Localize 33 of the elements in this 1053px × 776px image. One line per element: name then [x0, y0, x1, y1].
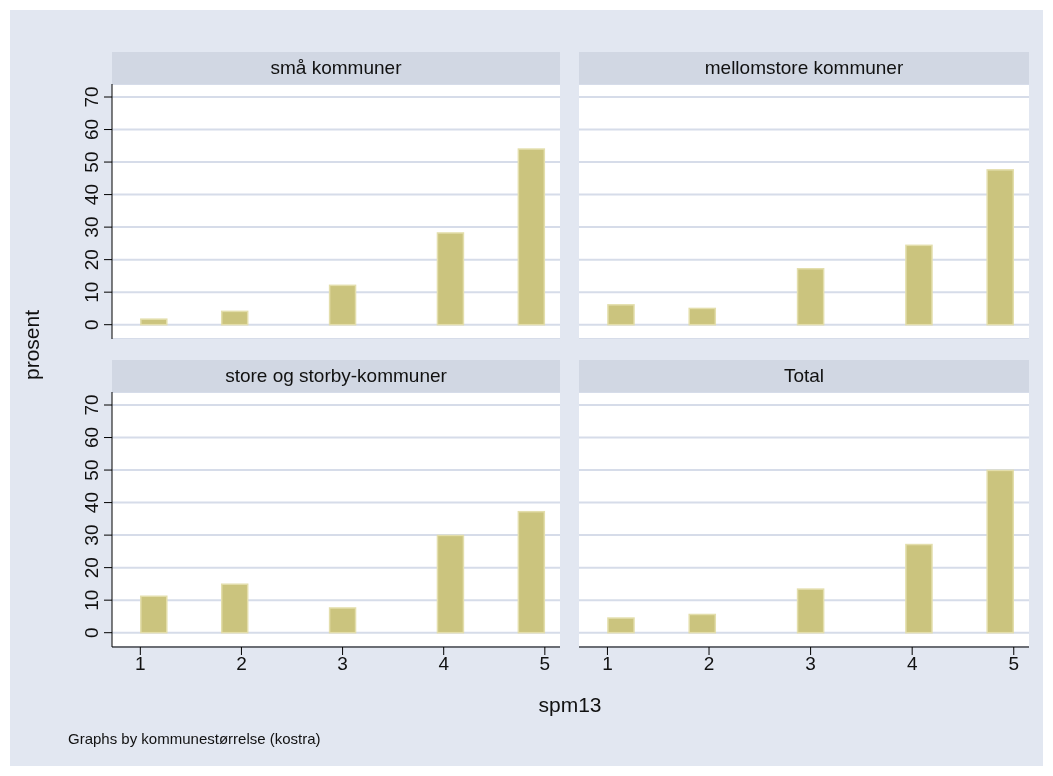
x-tick-label: 3: [805, 653, 816, 675]
y-tick-label: 0: [81, 627, 102, 638]
y-tick-label: 40: [81, 184, 102, 206]
x-tick-label: 1: [135, 653, 146, 675]
y-tick-label: 50: [81, 459, 102, 481]
x-tick-label: 2: [703, 653, 715, 675]
x-tick-label: 5: [1008, 653, 1020, 675]
y-tick-label: 50: [81, 151, 102, 173]
y-axis-title: prosent: [20, 309, 44, 381]
y-tick-label: 30: [81, 524, 102, 546]
y-tick-label: 60: [81, 118, 102, 141]
y-tick-label: 20: [81, 249, 102, 271]
x-tick-label: 1: [602, 653, 613, 675]
y-tick-label: 70: [81, 86, 102, 108]
y-tick-label: 30: [81, 216, 102, 238]
x-axis-title: spm13: [538, 693, 602, 717]
y-tick-label: 20: [81, 557, 102, 579]
y-tick-label: 70: [81, 394, 102, 416]
x-tick-label: 5: [539, 653, 551, 675]
x-tick-label: 3: [337, 653, 348, 675]
x-tick-label: 4: [438, 653, 450, 675]
chart-title: mellomstore kommuner: [704, 57, 904, 78]
y-tick-label: 10: [81, 281, 102, 303]
y-tick-label: 40: [81, 492, 102, 514]
y-tick-label: 0: [81, 319, 102, 330]
chart-title: små kommuner: [270, 57, 402, 78]
chart-title: Total: [783, 365, 825, 386]
x-tick-label: 4: [906, 653, 918, 675]
y-tick-label: 10: [81, 589, 102, 611]
chart-title: store og storby-kommuner: [225, 365, 447, 386]
y-tick-label: 60: [81, 426, 102, 449]
x-tick-label: 2: [236, 653, 247, 675]
text: Graphs by kommunestørrelse (kostra): [68, 730, 321, 747]
